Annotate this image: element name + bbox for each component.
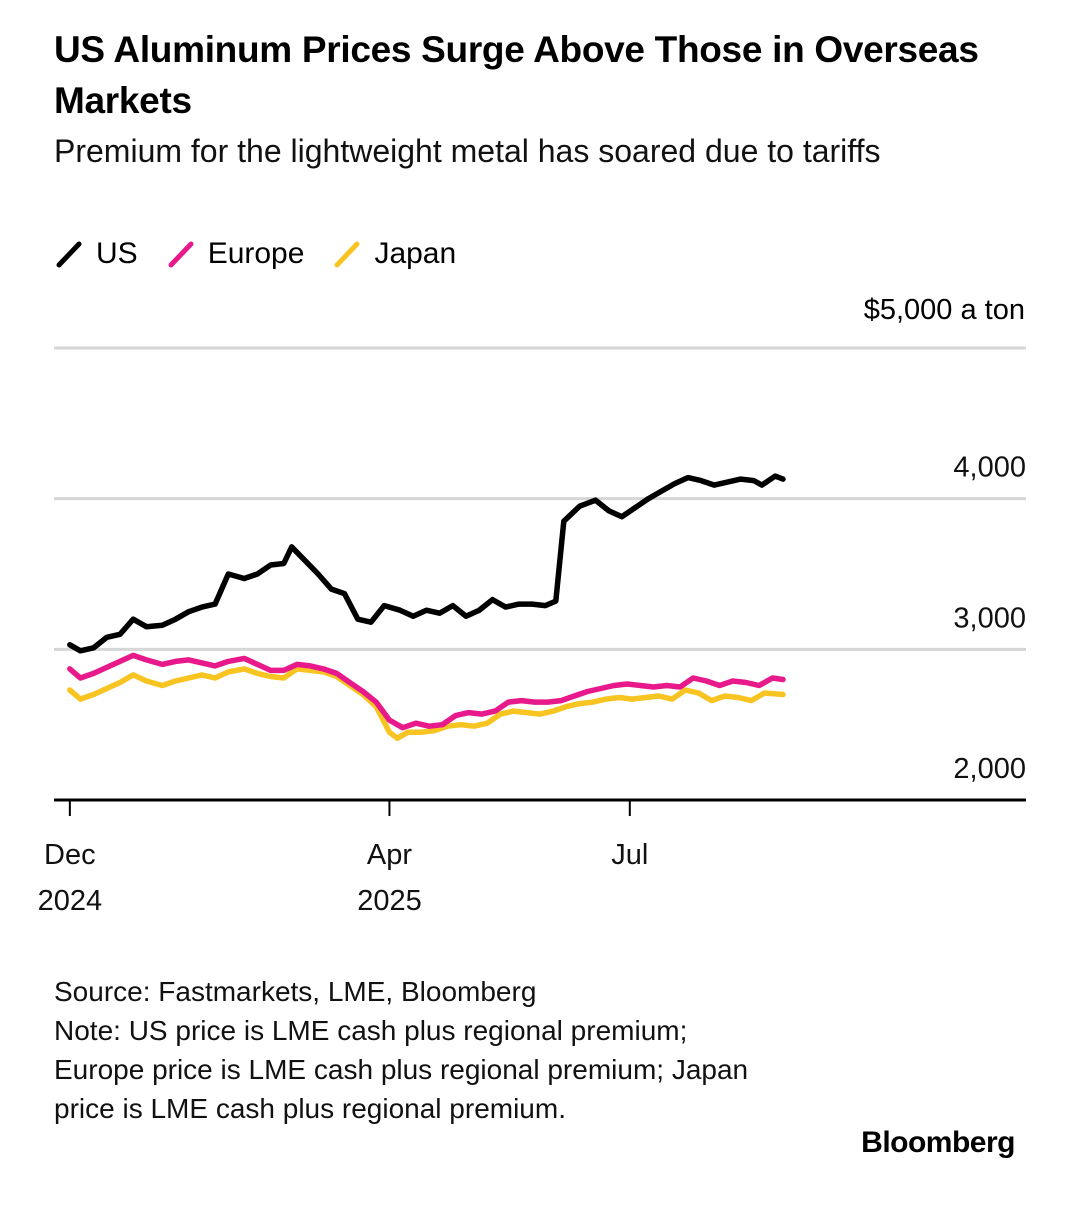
series-line-us [67, 473, 786, 654]
y-tick-label-0: 2,000 [953, 753, 1026, 785]
x-tick-label-2: Jul [611, 839, 648, 871]
legend-swatch-europe-icon [168, 241, 194, 268]
legend-item-japan: Japan [332, 237, 456, 271]
x-tick-year-1: 2025 [357, 885, 422, 917]
y-axis-unit-label: $5,000 a ton [863, 294, 1025, 326]
legend-item-us: US [54, 237, 138, 271]
x-tick-label-0: Dec [44, 839, 96, 871]
footnotes: Source: Fastmarkets, LME, Bloomberg Note… [54, 972, 774, 1128]
y-tick-label-1: 3,000 [953, 602, 1026, 634]
y-tick-label-2: 4,000 [953, 452, 1026, 484]
x-tick-label-1: Apr [367, 839, 412, 871]
y-tick-labels: 2,000 3,000 4,000 [953, 452, 1026, 785]
series-line-europe [67, 652, 786, 731]
x-axis: Dec 2024 Apr 2025 Jul [38, 798, 1026, 917]
legend: US Europe Japan [54, 232, 484, 276]
chart-title: US Aluminum Prices Surge Above Those in … [54, 29, 979, 121]
series-line-japan [67, 666, 786, 741]
methodology-note: Note: US price is LME cash plus regional… [54, 1015, 749, 1124]
x-tick-year-0: 2024 [38, 885, 103, 917]
grid-lines [54, 346, 1026, 651]
bloomberg-logo: Bloomberg [861, 1126, 1015, 1159]
legend-label-europe: Europe [207, 237, 305, 270]
chart-subtitle: Premium for the lightweight metal has so… [54, 133, 881, 169]
source-note: Source: Fastmarkets, LME, Bloomberg [54, 976, 537, 1007]
legend-swatch-us-icon [56, 241, 82, 268]
line-chart: 2,000 3,000 4,000 Dec 2024 Apr 2025 Jul [38, 346, 1026, 917]
legend-swatch-japan-icon [334, 241, 360, 268]
legend-label-japan: Japan [374, 237, 457, 270]
series-lines [67, 473, 786, 741]
legend-item-europe: Europe [166, 237, 305, 271]
legend-label-us: US [96, 237, 138, 270]
